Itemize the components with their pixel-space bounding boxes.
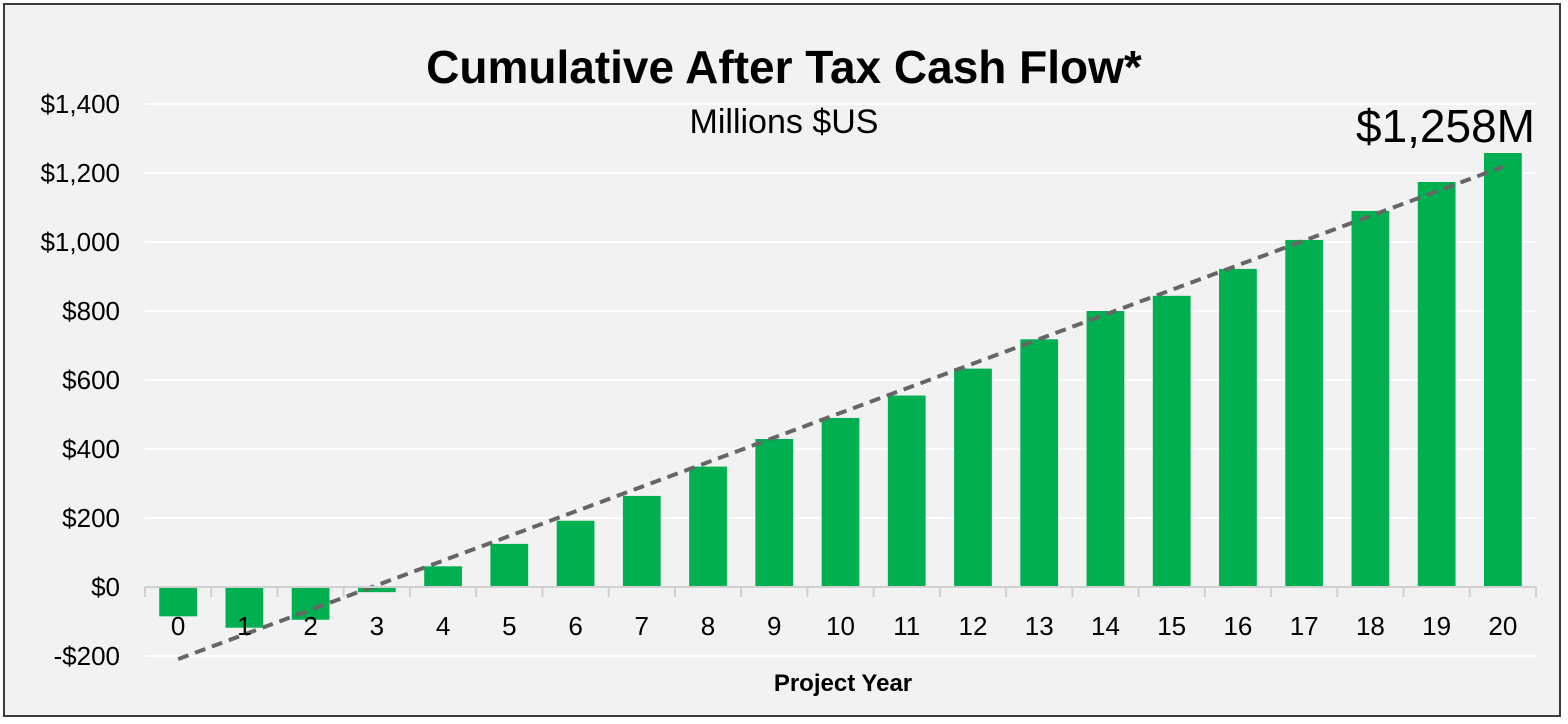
- chart-area: Cumulative After Tax Cash Flow* Millions…: [40, 41, 1537, 697]
- trendline: [177, 164, 1504, 661]
- x-tick-label: 8: [701, 611, 715, 641]
- x-tick-label: 16: [1223, 611, 1252, 641]
- x-tick-label: 2: [303, 611, 317, 641]
- x-tick-label: 7: [635, 611, 649, 641]
- x-tick-label: 4: [436, 611, 450, 641]
- end-value-callout: $1,258M: [1356, 100, 1535, 152]
- bar: [1219, 268, 1257, 587]
- x-tick-label: 3: [370, 611, 384, 641]
- trendline-group: [177, 164, 1504, 661]
- bar: [1417, 181, 1456, 587]
- x-axis-label: Project Year: [774, 670, 912, 697]
- bar: [887, 395, 926, 587]
- bar: [490, 543, 529, 587]
- bar: [1020, 339, 1059, 587]
- x-tick-label: 0: [171, 611, 185, 641]
- y-tick-label: $400: [62, 434, 120, 464]
- x-tick-label: 18: [1356, 611, 1385, 641]
- bar: [622, 495, 661, 587]
- y-axis: -$200 $0 $200 $400 $600 $800 $1,000 $1,200 $1,40…: [40, 89, 120, 671]
- x-tick-label: 1: [237, 611, 251, 641]
- bar: [689, 466, 727, 587]
- x-tick-label: 15: [1157, 611, 1186, 641]
- bar: [821, 417, 860, 587]
- x-axis: 0 1 2 3 4 5 6 7 8 9 10 11 12 13 14 15 16 17 18 19 20: [144, 586, 1537, 641]
- x-tick-label: 5: [502, 611, 516, 641]
- y-tick-label: $800: [62, 296, 120, 326]
- y-tick-label: $600: [62, 365, 120, 395]
- bar: [954, 368, 992, 587]
- y-tick-label: $1,400: [40, 89, 120, 119]
- x-tick-label: 6: [568, 611, 582, 641]
- bar: [1351, 210, 1390, 587]
- x-tick-label: 11: [893, 611, 920, 641]
- bar: [1484, 152, 1522, 588]
- x-tick-label: 17: [1290, 611, 1319, 641]
- y-tick-label: -$200: [54, 641, 121, 671]
- x-tick-label: 20: [1488, 611, 1517, 641]
- bar: [159, 587, 197, 617]
- x-tick-label: 12: [959, 611, 988, 641]
- x-tick-label: 13: [1025, 611, 1054, 641]
- bar-series: [159, 152, 1522, 628]
- x-tick-label: 14: [1091, 611, 1120, 641]
- bar: [556, 520, 595, 587]
- bar: [1086, 311, 1125, 587]
- y-tick-label: $1,200: [40, 158, 120, 188]
- y-tick-label: $1,000: [40, 227, 120, 257]
- x-tick-label: 9: [767, 611, 781, 641]
- bar: [1285, 239, 1324, 587]
- chart-title: Cumulative After Tax Cash Flow*: [426, 41, 1142, 93]
- y-tick-label: $0: [91, 572, 120, 602]
- chart-frame: Cumulative After Tax Cash Flow* Millions…: [3, 3, 1561, 717]
- bar: [1152, 295, 1191, 587]
- bar: [755, 438, 794, 587]
- bar: [225, 587, 264, 628]
- bar: [357, 587, 396, 593]
- y-tick-label: $200: [62, 503, 120, 533]
- bar: [424, 566, 462, 587]
- chart-subtitle: Millions $US: [690, 103, 879, 141]
- x-tick-label: 10: [826, 611, 855, 641]
- x-tick-label: 19: [1422, 611, 1451, 641]
